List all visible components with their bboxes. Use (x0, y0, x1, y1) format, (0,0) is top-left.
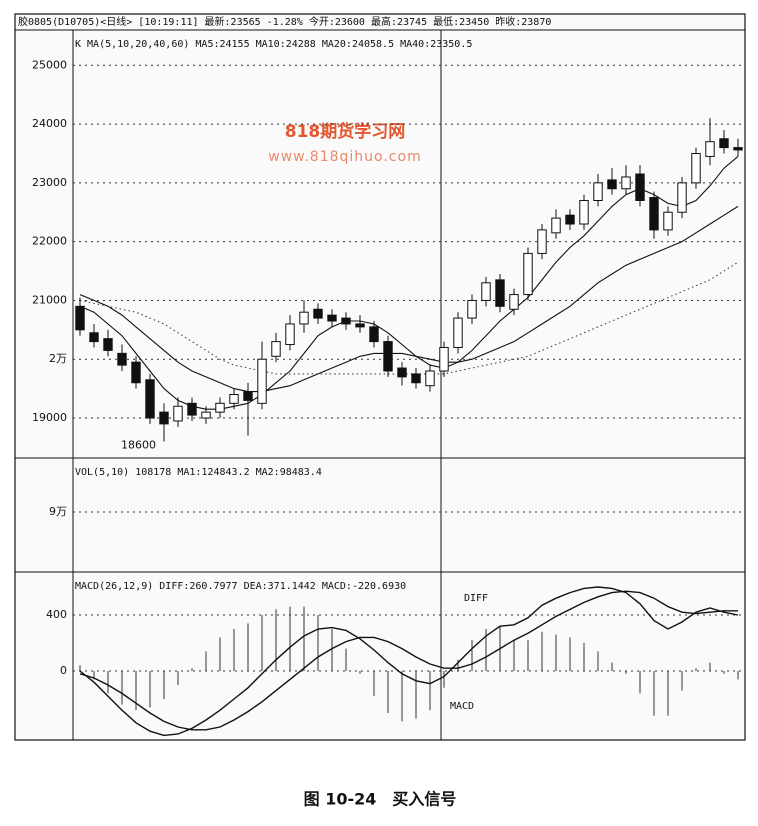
candle-body (187, 402, 197, 416)
ma-line (79, 261, 739, 375)
candle-body (201, 411, 211, 419)
legend-text: K MA(5,10,20,40,60) MA5:24155 MA10:24288… (75, 39, 472, 50)
candle-body (271, 341, 281, 357)
candle-body (145, 379, 155, 419)
candle-body (579, 199, 589, 225)
candle-body (131, 361, 141, 384)
annotation: 18600 (121, 439, 156, 452)
candle-body (621, 176, 631, 190)
legend-text: MACD(26,12,9) DIFF:260.7977 DEA:371.1442… (75, 581, 406, 592)
candle-body (229, 394, 239, 404)
y-tick-label: 25000 (32, 58, 67, 71)
candle-body (677, 182, 687, 213)
candle-body (733, 147, 743, 151)
candle-body (593, 182, 603, 201)
candle-body (691, 152, 701, 184)
candle-body (537, 229, 547, 254)
ma-line (79, 205, 739, 393)
y-tick-label: 22000 (32, 235, 67, 248)
header: 胶0805(D10705)<日线> [10:19:11] 最新:23565 -1… (18, 15, 551, 28)
candle-body (341, 317, 351, 325)
candle-body (369, 326, 379, 343)
candle-body (565, 214, 575, 225)
candle-body (257, 358, 267, 404)
line-label: MACD (450, 701, 474, 712)
candle-body (243, 391, 253, 401)
candle-body (523, 252, 533, 296)
candle-body (355, 323, 365, 328)
line-label: DIFF (464, 593, 488, 604)
watermark-title: 818期货学习网 (285, 121, 406, 142)
candle-body (397, 367, 407, 378)
candle-body (411, 373, 421, 384)
y-tick-label: 21000 (32, 293, 67, 306)
candle-body (607, 179, 617, 190)
candle-body (551, 217, 561, 234)
candle-body (159, 411, 169, 425)
candle-body (327, 314, 337, 322)
candle-body (467, 299, 477, 319)
candle-body (649, 197, 659, 231)
candle-body (103, 338, 113, 351)
y-tick-label: 2万 (49, 352, 67, 365)
candle-body (285, 323, 295, 346)
candle-body (509, 294, 519, 310)
candle-body (313, 308, 323, 319)
watermark-url: www.818qihuo.com (268, 149, 421, 165)
candle-body (663, 211, 673, 231)
candle-body (481, 282, 491, 301)
candle-body (635, 173, 645, 201)
candle-body (453, 317, 463, 348)
caption: 图 10-24 买入信号 (304, 790, 457, 809)
candle-body (173, 405, 183, 422)
y-tick-label: 19000 (32, 411, 67, 424)
y-tick-label: 23000 (32, 176, 67, 189)
y-tick-label: 9万 (49, 505, 67, 518)
y-tick-label: 0 (60, 664, 67, 677)
candle-body (117, 352, 127, 366)
candle-body (495, 279, 505, 307)
y-tick-label: 24000 (32, 117, 67, 130)
candle-body (75, 305, 85, 331)
candle-body (439, 346, 449, 372)
candle-body (705, 141, 715, 157)
candle-body (383, 341, 393, 372)
candle-body (299, 311, 309, 325)
y-tick-label: 400 (46, 608, 67, 621)
candle-body (215, 402, 225, 413)
candle-body (719, 138, 729, 149)
candle-body (89, 332, 99, 343)
legend-text: VOL(5,10) 108178 MA1:124843.2 MA2:98483.… (75, 467, 322, 478)
macd-line (79, 590, 738, 731)
candle-body (425, 370, 435, 387)
